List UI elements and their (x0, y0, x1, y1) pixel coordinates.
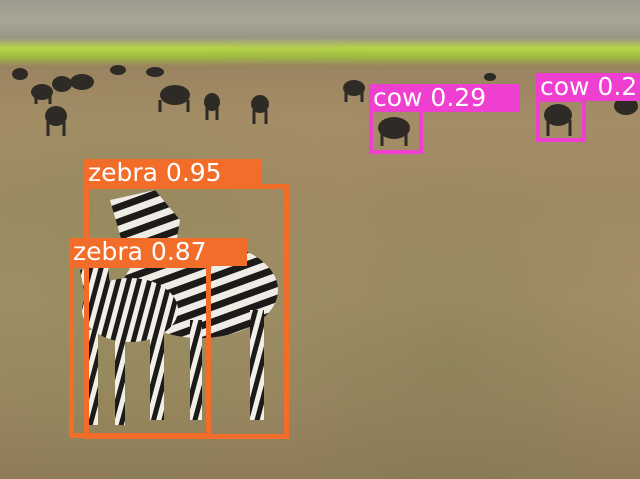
detection-label-zebra-adult: zebra 0.95 (84, 159, 262, 187)
detection-box-cow-1 (369, 108, 423, 154)
detection-label-cow-2: cow 0.2 (536, 73, 640, 101)
detection-box-zebra-foal (69, 263, 211, 438)
detection-label-zebra-foal: zebra 0.87 (69, 238, 247, 266)
detection-box-cow-2 (536, 98, 586, 142)
detection-label-cow-1: cow 0.29 (369, 84, 520, 112)
